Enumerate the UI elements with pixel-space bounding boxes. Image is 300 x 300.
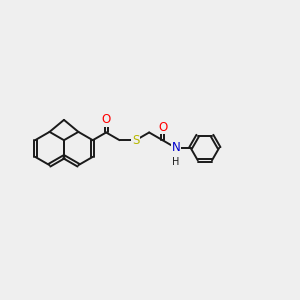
Text: S: S xyxy=(132,134,140,147)
Text: O: O xyxy=(101,113,111,126)
Text: O: O xyxy=(158,121,167,134)
Text: N: N xyxy=(172,141,180,154)
Text: H: H xyxy=(172,157,180,167)
